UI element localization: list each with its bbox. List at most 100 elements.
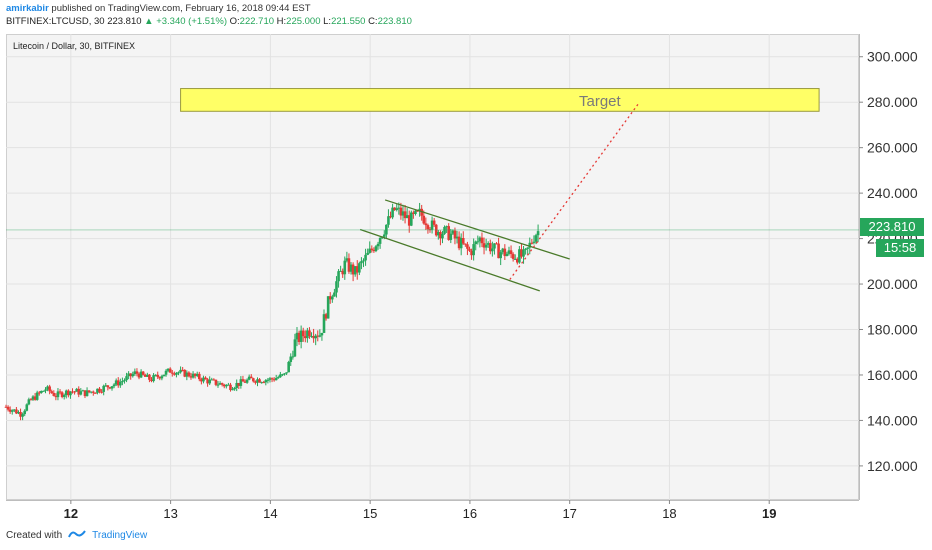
candle-body [58,391,62,393]
candle-body [349,264,353,272]
candle-body [412,212,415,214]
candle-body [187,372,191,377]
footer: Created with TradingView [6,529,147,542]
channel-upper-line [384,199,570,260]
x-tick-label: 12 [64,506,78,521]
candle-body [85,390,89,397]
candle-body [374,246,378,252]
candle-body [522,249,525,257]
candle-body [158,376,162,379]
candle-body [430,220,434,230]
x-tick-label: 13 [163,506,177,521]
candle-body [170,372,174,374]
candle-body [520,249,523,257]
candle-body [511,254,515,259]
candle-body [200,379,203,382]
candle-body [274,378,278,381]
candle-body [378,237,382,244]
candle-body [112,384,116,387]
candle-body [439,231,442,239]
candle-body [52,392,56,396]
y-tick-label: 180.000 [867,322,918,338]
candle-body [204,377,207,380]
candle-body [256,379,259,383]
candle-body [466,244,469,249]
x-tick-label: 17 [562,506,576,521]
candle-body [426,225,430,230]
candle-body [476,241,480,243]
candle-body [497,243,500,259]
candle-body [509,250,513,255]
candle-body [518,249,521,263]
candle-body [264,380,268,383]
candle-body [326,296,330,319]
candle-body [241,379,245,382]
candle-body [77,388,81,395]
close-label: C: [368,16,378,27]
tradingview-link[interactable]: TradingView [92,530,148,541]
candle-body [102,385,105,392]
candle-body [360,261,363,264]
candle-body [179,369,182,373]
candle-body [73,391,76,393]
y-tick-label: 160.000 [867,367,918,383]
candle-body [237,382,241,386]
candle-body [283,373,286,375]
candle-body [401,211,405,216]
candle-body [262,382,266,384]
candle-body [110,386,114,389]
candle-body [10,410,14,412]
candle-body [81,390,85,392]
candle-body [268,378,272,380]
candle-body [227,384,230,386]
candle-body [150,379,153,382]
candle-body [501,248,505,253]
candle-body [301,330,305,337]
candle-body [291,356,295,358]
candle-body [62,394,66,398]
candle-body [320,332,324,336]
candle-body [424,223,428,226]
candle-body [364,254,367,261]
candle-body [4,406,8,408]
target-label: Target [579,93,622,110]
candle-body [23,410,27,415]
candle-body [397,207,401,209]
candle-body [29,399,33,401]
candle-body [528,242,532,248]
candle-body [189,376,193,378]
candle-body [422,215,426,224]
candle-body [457,236,461,249]
candle-body [299,330,303,342]
candle-body [177,372,180,374]
candle-body [355,266,359,273]
candle-body [202,377,205,382]
low-value: 221.550 [331,16,366,27]
y-tick-label: 240.000 [867,185,918,201]
candle-body [316,335,320,337]
candle-body [98,388,101,392]
candle-body [534,235,538,242]
candle-body [488,243,492,252]
candle-body [399,207,403,216]
close-value: 223.810 [377,16,412,27]
x-tick-label: 16 [463,506,477,521]
candle-body [129,373,133,377]
candle-body [67,390,70,396]
candle-body [524,248,527,250]
candle-body [60,392,64,398]
candle-body [266,379,270,381]
candle-body [358,263,361,273]
open-value: 222.710 [239,16,275,27]
candle-body [15,409,18,414]
candle-body [96,388,99,393]
y-tick-label: 200.000 [867,276,918,292]
author-link[interactable]: amirkabir [6,3,49,14]
candle-body [409,212,413,226]
projection-line [509,101,641,280]
candle-body [339,270,342,272]
candle-body [33,396,37,400]
last-value: 223.810 [107,16,142,27]
candle-body [503,248,507,257]
